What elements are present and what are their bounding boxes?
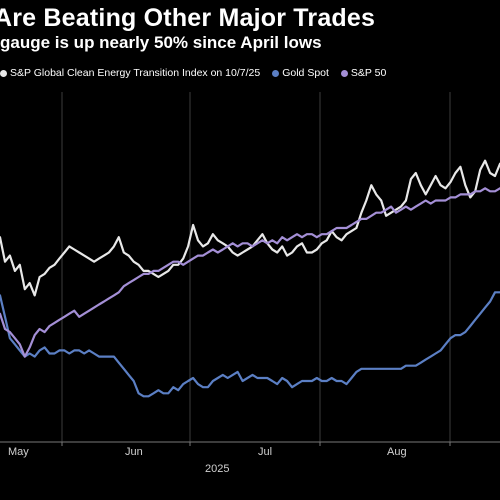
legend-label-gold-spot: Gold Spot	[282, 67, 329, 79]
legend-swatch-sp50	[340, 69, 348, 77]
legend-item-clean-energy: S&P Global Clean Energy Transition Index…	[0, 67, 260, 79]
series-line-0	[0, 159, 500, 297]
chart-gridlines	[61, 92, 451, 442]
x-tick-label-may: May	[8, 446, 29, 458]
chart-series	[0, 159, 500, 398]
series-line-1	[0, 291, 500, 398]
chart-title: Are Beating Other Major Trades	[0, 4, 376, 32]
legend-swatch-clean-energy	[0, 69, 7, 77]
chart-legend: S&P Global Clean Energy Transition Index…	[0, 66, 398, 80]
legend-swatch-gold-spot	[272, 69, 280, 77]
series-line-2	[0, 187, 500, 358]
x-tick-label-aug: Aug	[387, 446, 407, 458]
legend-item-gold-spot: Gold Spot	[272, 67, 329, 79]
legend-label-clean-energy: S&P Global Clean Energy Transition Index…	[10, 67, 261, 79]
x-axis: May Jun Jul Aug 2025	[0, 441, 500, 475]
x-tick-label-jul: Jul	[258, 446, 272, 458]
chart-subtitle: gauge is up nearly 50% since April lows	[0, 33, 322, 52]
legend-item-sp50: S&P 50	[340, 67, 387, 79]
x-axis-label: 2025	[205, 463, 229, 475]
legend-label-sp50: S&P 50	[350, 67, 387, 79]
x-tick-label-jun: Jun	[125, 446, 143, 458]
